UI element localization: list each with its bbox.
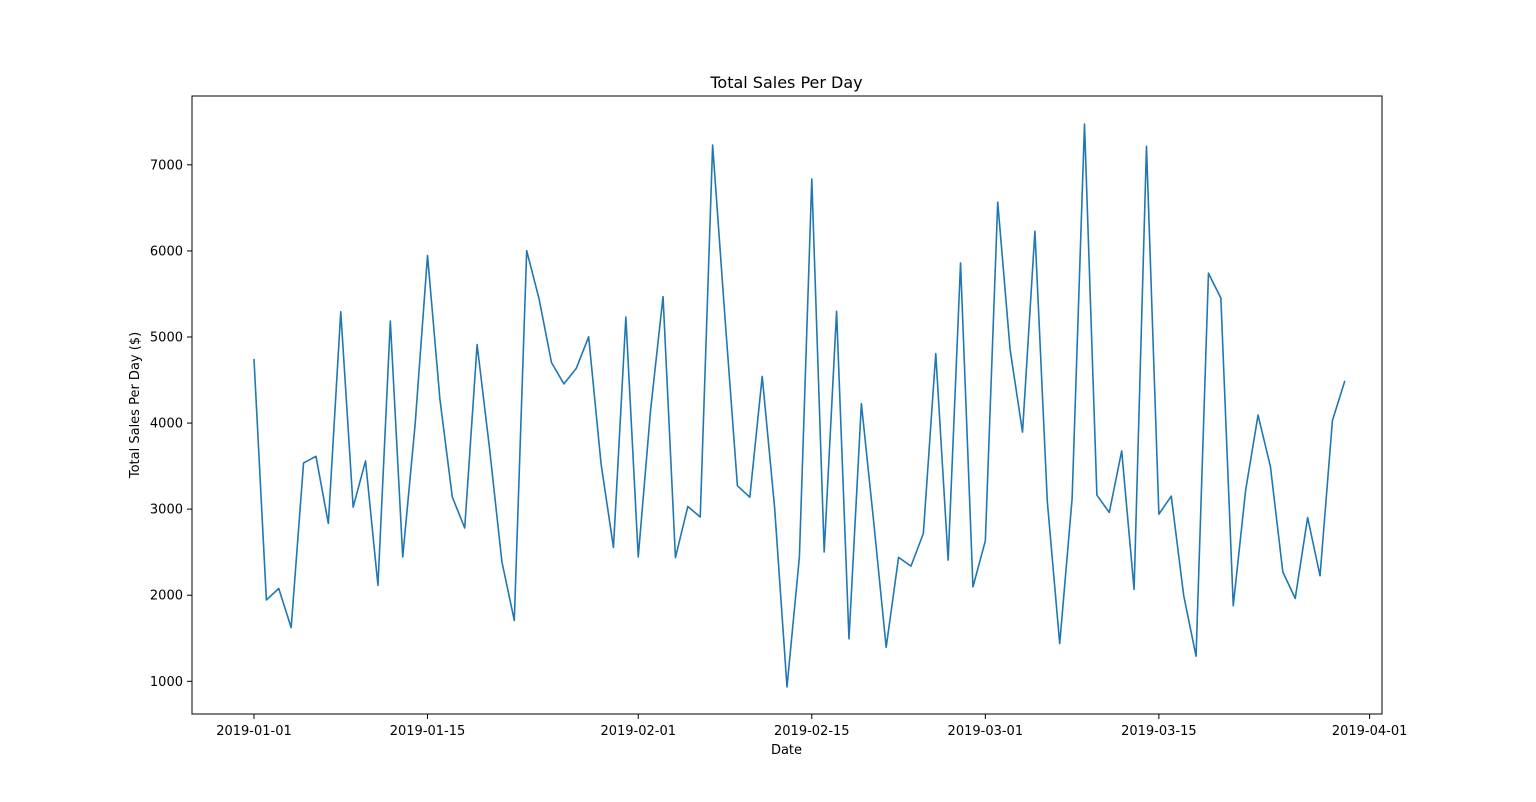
- chart-title: Total Sales Per Day: [709, 73, 862, 92]
- y-tick-label: 3000: [150, 503, 183, 518]
- x-tick-label: 2019-02-01: [600, 724, 676, 739]
- y-tick-label: 5000: [150, 331, 183, 346]
- y-axis-label: Total Sales Per Day ($): [128, 332, 143, 479]
- y-tick-label: 6000: [150, 244, 183, 259]
- y-tick-label: 2000: [150, 589, 183, 604]
- x-tick-label: 2019-03-01: [948, 724, 1024, 739]
- x-tick-label: 2019-02-15: [774, 724, 850, 739]
- x-tick-label: 2019-01-01: [216, 724, 292, 739]
- y-tick-label: 4000: [150, 417, 183, 432]
- y-tick-label: 7000: [150, 158, 183, 173]
- x-tick-label: 2019-04-01: [1332, 724, 1408, 739]
- y-tick-label: 1000: [150, 675, 183, 690]
- x-axis: 2019-01-01 2019-01-15 2019-02-01 2019-02-15…: [216, 714, 1407, 739]
- x-tick-label: 2019-03-15: [1121, 724, 1197, 739]
- x-tick-label: 2019-01-15: [390, 724, 466, 739]
- plot-area: [191, 95, 1383, 715]
- series-line-total-sales: [253, 123, 1346, 688]
- x-axis-label: Date: [771, 743, 802, 758]
- y-axis: 1000 2000 3000 4000 5000 6000 7000: [150, 158, 192, 690]
